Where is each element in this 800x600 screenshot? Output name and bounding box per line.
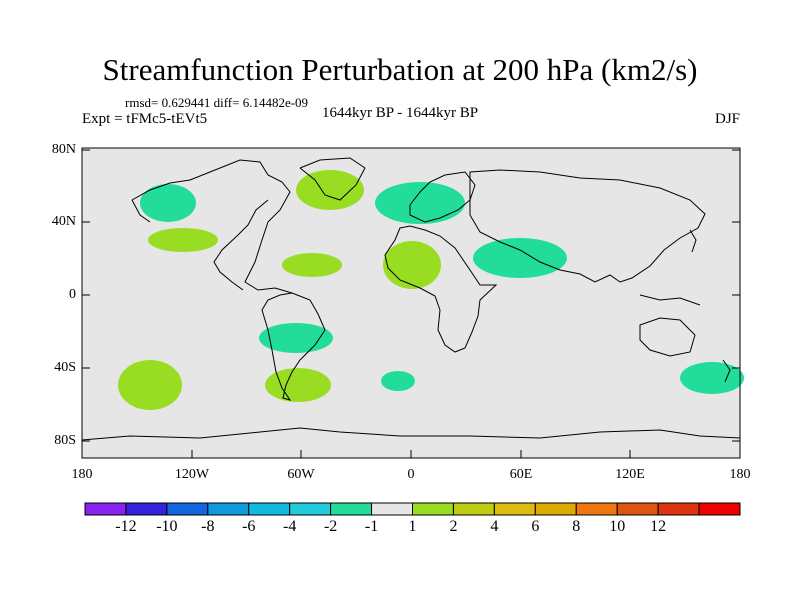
lon-tick-label: 0 <box>407 467 415 482</box>
colorbar-box <box>166 502 209 516</box>
colorbar-label: -2 <box>323 518 338 535</box>
colorbar-label: -12 <box>115 518 137 535</box>
stats-text: rmsd= 0.629441 diff= 6.14482e-09 <box>125 95 309 110</box>
lon-tick-label: 120W <box>174 467 210 482</box>
colorbar-label: -6 <box>242 518 256 535</box>
anomaly-alaska <box>140 184 196 222</box>
anomaly-australia-south <box>680 362 744 394</box>
colorbar-box <box>207 502 250 516</box>
colorbar-box <box>698 502 741 516</box>
lat-tick-label: 40N <box>51 214 76 229</box>
colorbar-label: -8 <box>201 518 215 535</box>
colorbar-label: 6 <box>531 518 540 535</box>
anomaly-west-africa <box>383 241 441 289</box>
coastlines <box>81 157 741 441</box>
colorbar-box <box>371 502 413 516</box>
colorbar-box <box>493 502 536 516</box>
colorbar-label: 4 <box>490 518 499 535</box>
colorbar-box <box>657 502 700 516</box>
colorbar-box <box>534 502 577 516</box>
colorbar-box <box>289 502 332 516</box>
lat-tick-label: 0 <box>69 287 76 302</box>
experiment-label: Expt = tFMc5-tEVt5 <box>82 111 208 127</box>
colorbar-box <box>248 502 291 516</box>
colorbar-box <box>452 502 495 516</box>
lat-tick-label: 80N <box>51 142 76 157</box>
lon-tick-label: 180 <box>729 467 751 482</box>
colorbar-box <box>84 502 127 516</box>
anomaly-north-pacific <box>148 228 218 252</box>
colorbar-box <box>575 502 618 516</box>
colorbar-label: -1 <box>364 518 379 535</box>
anomaly-greenland <box>296 170 364 210</box>
anomaly-arabia <box>473 238 567 278</box>
anomaly-south-pacific <box>118 360 182 410</box>
lat-tick-label: 40S <box>54 360 76 375</box>
lon-tick-label: 60E <box>509 467 533 482</box>
colorbar-label: 12 <box>650 518 667 535</box>
lon-tick-label: 60W <box>287 467 315 482</box>
colorbar-label: -4 <box>283 518 297 535</box>
colorbar-box <box>125 502 168 516</box>
colorbar-box <box>330 502 373 516</box>
anomaly-europe <box>375 182 465 224</box>
colorbar-label: 2 <box>449 518 458 535</box>
anomaly-southern-ocean <box>381 371 415 391</box>
colorbar-box <box>412 502 454 516</box>
colorbar-label: 8 <box>572 518 581 535</box>
colorbar <box>84 502 741 516</box>
colorbar-label: 1 <box>408 518 417 535</box>
chart-title: Streamfunction Perturbation at 200 hPa (… <box>102 52 698 87</box>
map-ticks <box>81 149 741 458</box>
lon-tick-label: 180 <box>71 467 93 482</box>
season-label: DJF <box>714 111 740 127</box>
colorbar-box <box>616 502 659 516</box>
lat-tick-label: 80S <box>54 433 76 448</box>
anomaly-patagonia <box>265 368 331 402</box>
colorbar-label: 10 <box>609 518 626 535</box>
period-label: 1644kyr BP - 1644kyr BP <box>322 105 479 121</box>
lon-tick-label: 120E <box>615 467 645 482</box>
colorbar-label: -10 <box>156 518 178 535</box>
anomaly-north-atlantic <box>282 253 342 277</box>
